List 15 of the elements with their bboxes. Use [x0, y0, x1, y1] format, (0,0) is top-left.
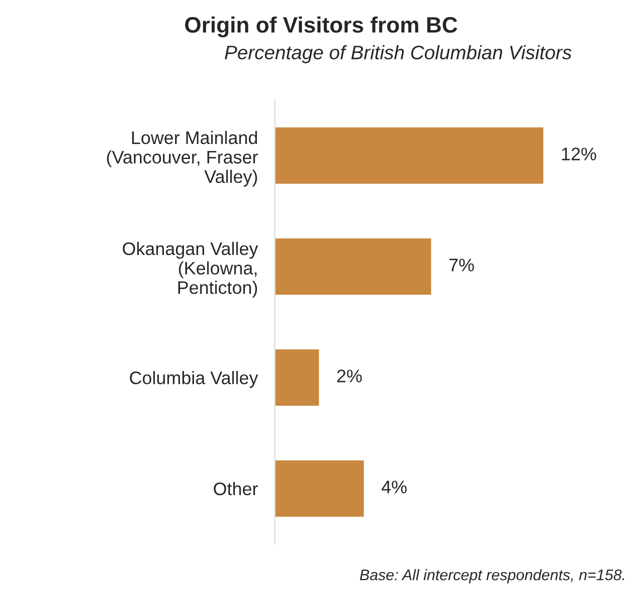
text: Base: All intercept respondents, n=158. [360, 569, 624, 584]
chart-subtitle: Percentage of British Columbian Visitors [224, 45, 572, 64]
chart-title: Origin of Visitors from BC [185, 16, 458, 38]
y-tick-label: Okanagan Valley (Kelowna, Penticton) [122, 242, 258, 298]
bar [274, 236, 433, 296]
data-label: 7% [449, 258, 474, 272]
bar [274, 458, 366, 518]
data-label: 12% [562, 148, 596, 160]
y-tick-label: Columbia Valley [130, 371, 258, 388]
data-label: 4% [382, 480, 407, 494]
y-tick-label: Lower Mainland (Vancouver, Fraser Valley) [107, 130, 258, 187]
bar [274, 126, 545, 186]
data-label: 2% [337, 370, 362, 382]
y-tick-label: Other [214, 482, 258, 496]
bar [274, 348, 320, 408]
